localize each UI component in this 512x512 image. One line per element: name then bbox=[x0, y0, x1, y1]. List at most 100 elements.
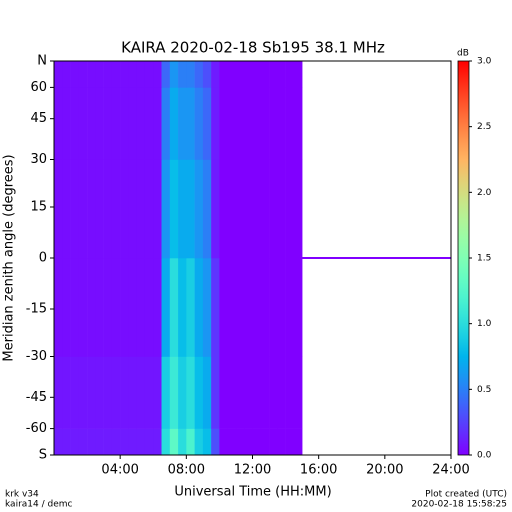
heatmap-cell bbox=[227, 61, 237, 88]
heatmap-cell bbox=[178, 356, 187, 429]
y-tick-label: 45 bbox=[30, 111, 47, 126]
heatmap-cell bbox=[153, 159, 162, 259]
y-tick-label: -60 bbox=[26, 421, 47, 436]
heatmap-cell bbox=[136, 61, 146, 88]
heatmap-cell bbox=[260, 87, 270, 160]
heatmap-cell bbox=[70, 159, 80, 259]
heatmap-cell bbox=[235, 356, 245, 429]
heatmap-cell bbox=[211, 428, 220, 456]
heatmap-cell bbox=[244, 428, 253, 456]
heatmap-cell bbox=[54, 87, 63, 160]
heatmap-cell bbox=[153, 428, 162, 456]
heatmap-cell bbox=[111, 428, 121, 456]
footer-right: Plot created (UTC) bbox=[425, 490, 507, 500]
heatmap-cell bbox=[103, 258, 113, 357]
heatmap-cell bbox=[277, 159, 286, 259]
heatmap-cell bbox=[169, 428, 179, 456]
heatmap-cell bbox=[244, 61, 253, 88]
y-axis-label: Meridian zenith angle (degrees) bbox=[2, 154, 17, 361]
heatmap-cell bbox=[219, 87, 228, 160]
heatmap-cell bbox=[235, 258, 245, 357]
heatmap-cell bbox=[202, 159, 212, 259]
heatmap-cell bbox=[54, 428, 63, 456]
heatmap-cell bbox=[285, 258, 295, 357]
heatmap-cell bbox=[186, 87, 195, 160]
heatmap-cell bbox=[70, 258, 80, 357]
heatmap-cell bbox=[219, 61, 228, 88]
heatmap-cell bbox=[169, 258, 179, 357]
heatmap-cell bbox=[269, 258, 278, 357]
heatmap-cell bbox=[244, 258, 253, 357]
heatmap-cell bbox=[194, 356, 204, 429]
heatmap-cell bbox=[211, 159, 220, 259]
heatmap-cell bbox=[128, 428, 138, 456]
heatmap-cell bbox=[120, 61, 129, 88]
heatmap-cell bbox=[120, 258, 129, 357]
heatmap-cell bbox=[70, 61, 80, 88]
heatmap-cell bbox=[219, 428, 228, 456]
heatmap-cell bbox=[252, 87, 262, 160]
heatmap-cell bbox=[103, 87, 113, 160]
heatmap-cell bbox=[169, 159, 179, 259]
heatmap-cell bbox=[202, 87, 212, 160]
heatmap-cell bbox=[178, 258, 187, 357]
heatmap-cell bbox=[252, 428, 262, 456]
heatmap-cell bbox=[227, 87, 237, 160]
heatmap-cell bbox=[78, 159, 88, 259]
heatmap-cell bbox=[144, 428, 154, 456]
heatmap-cell bbox=[186, 159, 195, 259]
heatmap-cell bbox=[95, 258, 104, 357]
heatmap-cell bbox=[153, 87, 162, 160]
heatmap-cell bbox=[244, 87, 253, 160]
chart-title: KAIRA 2020-02-18 Sb195 38.1 MHz bbox=[121, 39, 385, 57]
heatmap-cell bbox=[87, 159, 96, 259]
heatmap-cell bbox=[219, 356, 228, 429]
heatmap-cell bbox=[277, 61, 286, 88]
heatmap-cell bbox=[293, 258, 303, 357]
heatmap-cell bbox=[120, 159, 129, 259]
colorbar-tick-label: 2.5 bbox=[477, 122, 491, 132]
heatmap-cell bbox=[111, 258, 121, 357]
heatmap-cell bbox=[293, 87, 303, 160]
heatmap-cell bbox=[202, 258, 212, 357]
x-tick-label: 16:00 bbox=[300, 463, 337, 478]
heatmap-cell bbox=[269, 356, 278, 429]
heatmap-cell bbox=[153, 356, 162, 429]
heatmap-cell bbox=[227, 356, 237, 429]
heatmap-cell bbox=[169, 61, 179, 88]
heatmap-cell bbox=[136, 428, 146, 456]
x-tick-label: 24:00 bbox=[432, 463, 469, 478]
heatmap-cell bbox=[144, 61, 154, 88]
heatmap-cell bbox=[277, 87, 286, 160]
heatmap-cell bbox=[54, 61, 63, 88]
heatmap-cell bbox=[161, 356, 171, 429]
heatmap-cell bbox=[161, 87, 171, 160]
heatmap-cell bbox=[269, 428, 278, 456]
heatmap-cell bbox=[285, 356, 295, 429]
heatmap-cell bbox=[244, 159, 253, 259]
heatmap-cell bbox=[70, 87, 80, 160]
heatmap-cell bbox=[293, 356, 303, 429]
heatmap-cell bbox=[178, 61, 187, 88]
heatmap-cell bbox=[260, 428, 270, 456]
heatmap-cell bbox=[194, 87, 204, 160]
heatmap-cell bbox=[103, 356, 113, 429]
colorbar-tick-label: 0.5 bbox=[477, 385, 491, 395]
heatmap-cell bbox=[194, 159, 204, 259]
heatmap-cell bbox=[62, 356, 71, 429]
x-tick-label: 08:00 bbox=[168, 463, 205, 478]
heatmap-cell bbox=[78, 258, 88, 357]
heatmap-cell bbox=[136, 159, 146, 259]
heatmap-cell bbox=[54, 159, 63, 259]
heatmap-cell bbox=[252, 356, 262, 429]
heatmap-cell bbox=[194, 61, 204, 88]
heatmap-cell bbox=[54, 356, 63, 429]
heatmap-cell bbox=[211, 87, 220, 160]
x-tick-label: 20:00 bbox=[366, 463, 403, 478]
heatmap-cell bbox=[144, 87, 154, 160]
y-tick-label: N bbox=[37, 54, 47, 69]
heatmap-cell bbox=[194, 428, 204, 456]
heatmap-cell bbox=[260, 159, 270, 259]
heatmap-cell bbox=[103, 428, 113, 456]
